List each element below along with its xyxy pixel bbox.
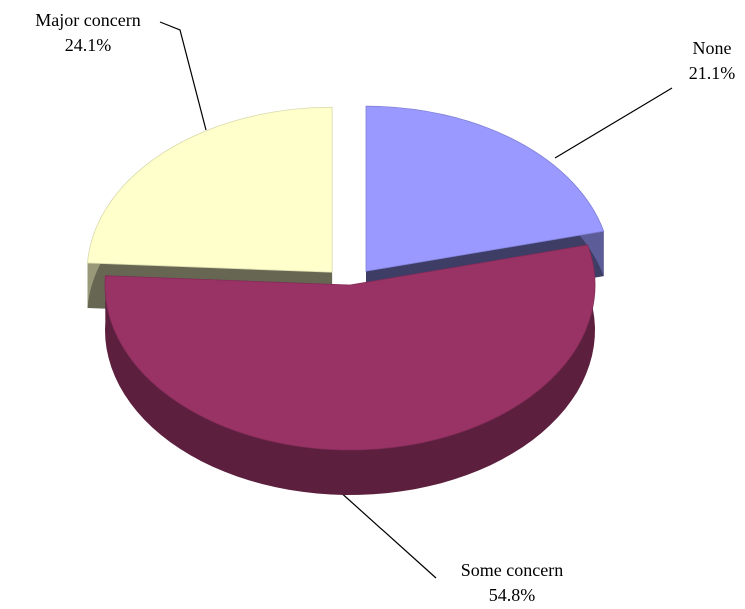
slice-label: Major concern	[35, 10, 140, 30]
slice-side	[105, 245, 595, 495]
slice-value-label: 21.1%	[689, 63, 736, 83]
slice	[104, 244, 596, 451]
leader-line	[337, 489, 437, 579]
slice	[87, 106, 333, 273]
slice-value-label: 54.8%	[489, 585, 536, 605]
leader-line	[159, 21, 207, 131]
slice-label: Some concern	[461, 560, 563, 580]
slice-value-label: 24.1%	[65, 35, 112, 55]
slice-label: None	[693, 38, 732, 58]
slice	[365, 105, 605, 272]
leader-line	[554, 87, 673, 159]
